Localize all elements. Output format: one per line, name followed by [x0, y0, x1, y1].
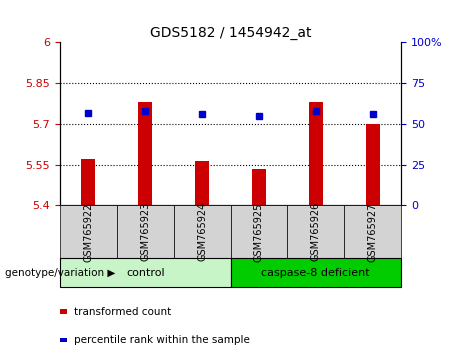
Title: GDS5182 / 1454942_at: GDS5182 / 1454942_at — [150, 26, 311, 40]
Text: caspase-8 deficient: caspase-8 deficient — [261, 268, 370, 278]
Bar — [81, 159, 95, 205]
Text: transformed count: transformed count — [74, 307, 171, 316]
Text: genotype/variation ▶: genotype/variation ▶ — [5, 268, 115, 278]
Bar — [309, 102, 323, 205]
Bar — [138, 102, 152, 205]
Text: percentile rank within the sample: percentile rank within the sample — [74, 335, 250, 345]
Text: control: control — [126, 268, 165, 278]
Text: GSM765926: GSM765926 — [311, 202, 321, 262]
Text: GSM765922: GSM765922 — [83, 202, 94, 262]
Bar — [252, 169, 266, 205]
Text: GSM765927: GSM765927 — [367, 202, 378, 262]
Text: GSM765924: GSM765924 — [197, 202, 207, 262]
Bar — [195, 160, 209, 205]
Text: GSM765925: GSM765925 — [254, 202, 264, 262]
Bar — [366, 124, 380, 205]
Text: GSM765923: GSM765923 — [140, 202, 150, 262]
